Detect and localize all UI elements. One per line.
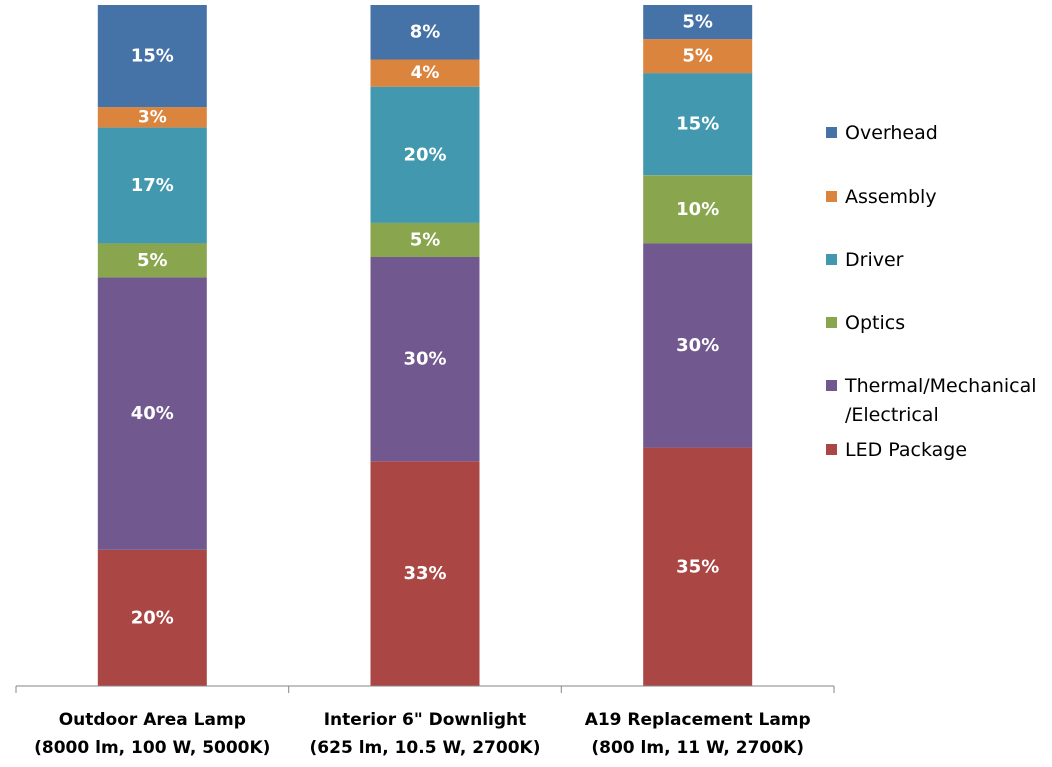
legend-label: Driver — [845, 249, 904, 271]
legend-label: Optics — [845, 312, 905, 334]
bar-segment — [97, 5, 207, 108]
data-label: 15% — [676, 114, 719, 135]
x-tick-label: (625 lm, 10.5 W, 2700K) — [310, 738, 541, 758]
data-label: 5% — [137, 250, 168, 271]
bar-segment — [643, 5, 753, 40]
x-axis: Outdoor Area Lamp (8000 lm, 100 W, 5000K)… — [15, 685, 835, 758]
bar-segment — [97, 243, 207, 278]
bar-segment — [643, 243, 753, 448]
legend-swatch — [826, 127, 837, 138]
data-label: 5% — [682, 12, 713, 33]
x-tick-label: A19 Replacement Lamp — [585, 710, 811, 730]
data-label: 5% — [682, 46, 713, 67]
legend-label: /Electrical — [845, 404, 939, 426]
data-label: 3% — [138, 107, 167, 127]
bar-segment — [370, 461, 480, 686]
legend-swatch — [826, 317, 837, 328]
legend-swatch — [826, 254, 837, 265]
bar-segment — [643, 447, 753, 686]
data-label: 30% — [403, 349, 446, 370]
x-tick-label: Outdoor Area Lamp — [59, 710, 246, 730]
data-label: 40% — [131, 403, 174, 424]
data-label: 33% — [403, 563, 446, 584]
data-label: 35% — [676, 556, 719, 577]
bar-segment — [370, 86, 480, 223]
x-tick-label: Interior 6" Downlight — [324, 710, 527, 730]
bar-segment — [370, 222, 480, 257]
bar-segment — [643, 73, 753, 176]
data-label: 17% — [131, 175, 174, 196]
x-tick-label: (8000 lm, 100 W, 5000K) — [34, 738, 270, 758]
plot-area: 20% 40% 5% 17% 3% 15% 33% 30% 5% 20% 4% 8% 35% 30% 10%… — [97, 5, 753, 686]
legend-label: LED Package — [845, 439, 967, 461]
legend: Overhead Assembly Driver Optics Thermal/Mech… — [826, 122, 1037, 461]
data-label: 5% — [410, 229, 441, 250]
data-label: 15% — [131, 46, 174, 67]
bar-segment — [643, 39, 753, 74]
bar-segment — [643, 175, 753, 244]
data-label: 20% — [131, 607, 174, 628]
bar-segment — [370, 5, 480, 60]
bar-segment — [97, 277, 207, 550]
bar-segment — [97, 127, 207, 244]
legend-label: Assembly — [845, 186, 937, 208]
bar-segment — [97, 549, 207, 686]
bar-segment — [370, 59, 480, 87]
data-label: 30% — [676, 335, 719, 356]
data-label: 8% — [410, 22, 441, 43]
data-label: 20% — [403, 144, 446, 165]
legend-swatch — [826, 444, 837, 455]
data-label: 10% — [676, 199, 719, 220]
legend-label: Thermal/Mechanical — [844, 375, 1037, 397]
legend-label: Overhead — [845, 122, 938, 144]
legend-swatch — [826, 191, 837, 202]
bar-segment — [97, 107, 207, 128]
x-tick-label: (800 lm, 11 W, 2700K) — [591, 738, 804, 758]
legend-swatch — [826, 380, 837, 391]
data-label: 4% — [411, 63, 440, 83]
bar-segment — [370, 257, 480, 462]
